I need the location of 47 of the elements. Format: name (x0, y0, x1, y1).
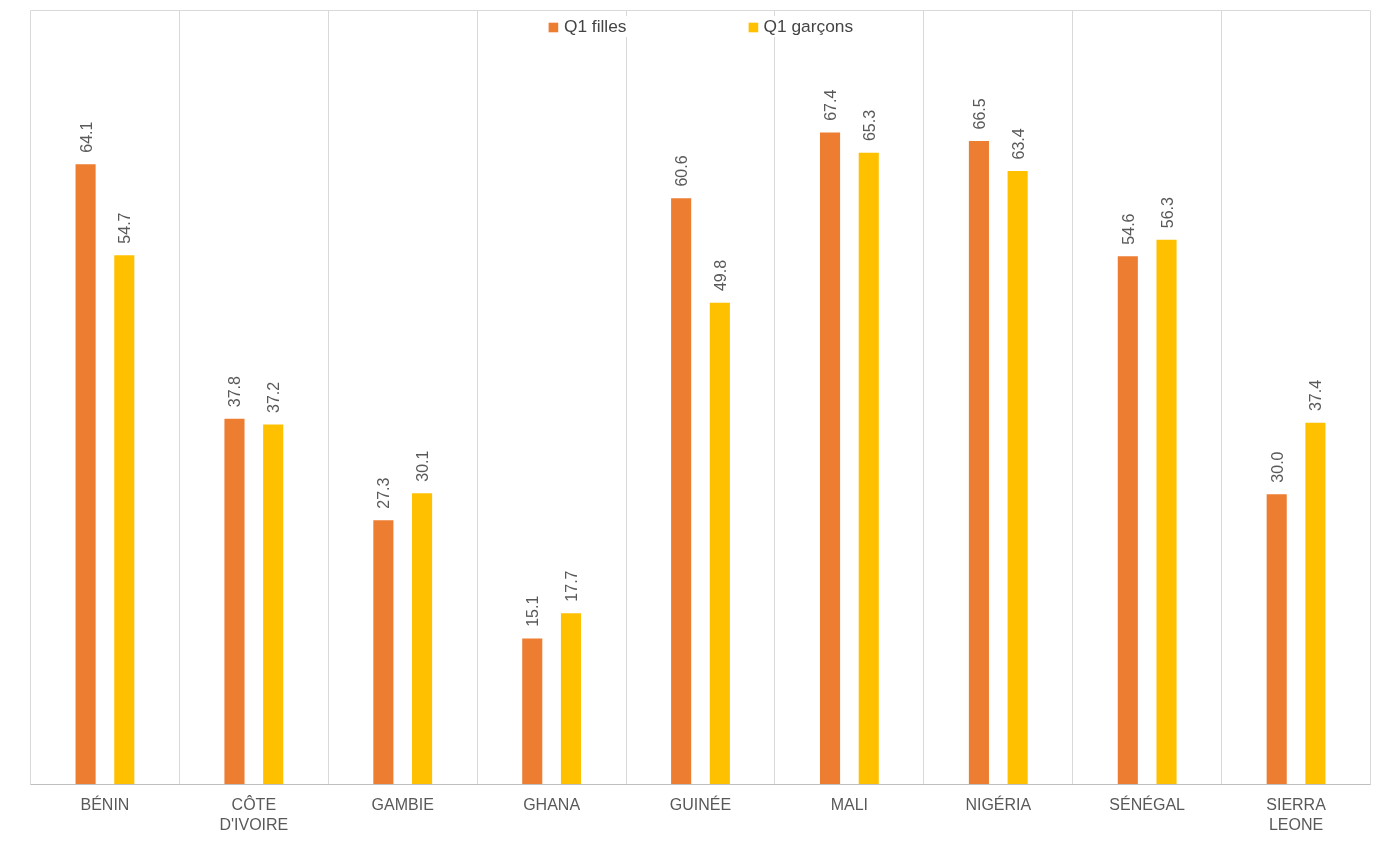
bar (858, 152, 879, 785)
bar (671, 198, 692, 785)
legend-label: Q1 filles (563, 16, 627, 37)
x-tick-label: GHANA (523, 795, 581, 813)
bar (1305, 422, 1326, 785)
x-tick-label: MALI (830, 795, 869, 813)
bar (1266, 494, 1287, 785)
x-tick-label: SIERRA LEONE (1266, 795, 1327, 833)
data-label: 27.3 (375, 477, 393, 509)
data-label: 63.4 (1009, 128, 1027, 160)
bar (560, 613, 582, 785)
data-label: 60.6 (673, 155, 691, 187)
x-tick-label: SÉNÉGAL (1109, 794, 1186, 813)
data-label: 17.7 (562, 570, 580, 602)
data-label: 65.3 (860, 109, 878, 142)
bar (263, 424, 284, 785)
bar (968, 141, 989, 785)
bar (75, 164, 96, 785)
x-tick-label: GAMBIE (371, 795, 434, 813)
data-label: 37.2 (265, 381, 283, 413)
data-label: 37.4 (1307, 379, 1325, 412)
x-tick-label: GUINÉE (669, 794, 732, 813)
x-tick-label: BÉNIN (80, 794, 130, 813)
bar (224, 418, 245, 785)
legend-label: Q1 garçons (763, 16, 854, 37)
x-tick-label: NIGÉRIA (965, 794, 1032, 813)
bar (114, 255, 135, 785)
data-label: 56.3 (1158, 196, 1176, 229)
data-label: 49.8 (711, 259, 729, 292)
data-label: 54.7 (116, 212, 134, 244)
data-label: 67.4 (822, 89, 840, 121)
bar (1007, 171, 1028, 785)
bar (522, 638, 543, 785)
bar (373, 520, 394, 785)
data-label: 15.1 (524, 595, 542, 627)
bar (1156, 239, 1177, 785)
data-label: 66.5 (970, 98, 988, 130)
bar (819, 132, 841, 785)
data-label: 54.6 (1119, 213, 1137, 245)
bar (709, 302, 730, 785)
bar (1117, 256, 1138, 785)
bar (412, 493, 433, 785)
data-label: 30.1 (414, 450, 432, 482)
data-label: 64.1 (77, 121, 95, 153)
x-tick-label: CÔTE D'IVOIRE (219, 794, 289, 833)
data-label: 37.8 (226, 375, 244, 408)
data-label: 30.0 (1268, 451, 1286, 483)
